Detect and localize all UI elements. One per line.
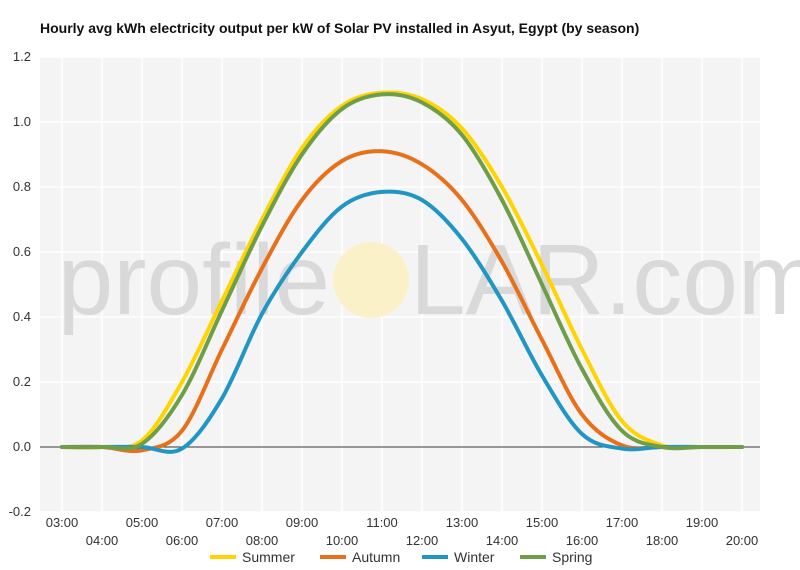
chart-title: Hourly avg kWh electricity output per kW… bbox=[40, 20, 639, 36]
legend-item-spring: Spring bbox=[520, 549, 592, 565]
legend-label: Summer bbox=[242, 549, 295, 565]
x-tick-label: 07:00 bbox=[206, 515, 239, 530]
x-tick-label: 08:00 bbox=[246, 533, 279, 548]
x-tick-label: 03:00 bbox=[46, 515, 79, 530]
gridlines bbox=[40, 56, 760, 513]
x-tick-label: 19:00 bbox=[686, 515, 719, 530]
x-tick-label: 12:00 bbox=[406, 533, 439, 548]
legend-label: Autumn bbox=[352, 549, 400, 565]
x-tick-label: 05:00 bbox=[126, 515, 159, 530]
x-tick-label: 16:00 bbox=[566, 533, 599, 548]
y-tick-label: 0.4 bbox=[13, 309, 31, 324]
series-line-spring bbox=[60, 92, 744, 451]
legend-item-summer: Summer bbox=[210, 549, 295, 565]
x-tick-label: 04:00 bbox=[86, 533, 119, 548]
series-line-autumn bbox=[60, 149, 744, 453]
series-lines bbox=[60, 90, 744, 454]
x-tick-label: 17:00 bbox=[606, 515, 639, 530]
y-tick-label: 0.6 bbox=[13, 244, 31, 259]
watermark-text-right: LAR.com bbox=[410, 224, 800, 336]
series-line-winter bbox=[60, 189, 744, 454]
y-tick-label: 0.0 bbox=[13, 439, 31, 454]
x-tick-label: 15:00 bbox=[526, 515, 559, 530]
legend-label: Spring bbox=[552, 549, 592, 565]
legend-item-autumn: Autumn bbox=[320, 549, 400, 565]
x-tick-label: 20:00 bbox=[726, 533, 759, 548]
x-tick-label: 14:00 bbox=[486, 533, 519, 548]
x-tick-label: 10:00 bbox=[326, 533, 359, 548]
watermark-text-left: profile bbox=[58, 224, 330, 336]
legend: Summer Autumn Winter Spring bbox=[210, 549, 592, 565]
legend-item-winter: Winter bbox=[422, 549, 495, 565]
y-tick-label: -0.2 bbox=[9, 504, 31, 519]
x-tick-label: 09:00 bbox=[286, 515, 319, 530]
y-tick-label: 0.2 bbox=[13, 374, 31, 389]
y-axis-ticks: -0.2 0.0 0.2 0.4 0.6 0.8 1.0 1.2 bbox=[9, 49, 31, 519]
y-tick-label: 1.0 bbox=[13, 114, 31, 129]
x-axis-ticks: 03:00 05:00 07:00 09:00 11:00 13:00 15:00 17:00… bbox=[46, 515, 759, 548]
x-tick-label: 13:00 bbox=[446, 515, 479, 530]
series-line-summer bbox=[60, 90, 744, 450]
x-tick-label: 18:00 bbox=[646, 533, 679, 548]
x-tick-label: 06:00 bbox=[166, 533, 199, 548]
legend-label: Winter bbox=[454, 549, 495, 565]
x-tick-label: 11:00 bbox=[366, 515, 398, 530]
watermark-sun-icon bbox=[333, 242, 409, 318]
watermark: profile LAR.com bbox=[58, 224, 800, 336]
y-tick-label: 1.2 bbox=[13, 49, 31, 64]
y-tick-label: 0.8 bbox=[13, 179, 31, 194]
